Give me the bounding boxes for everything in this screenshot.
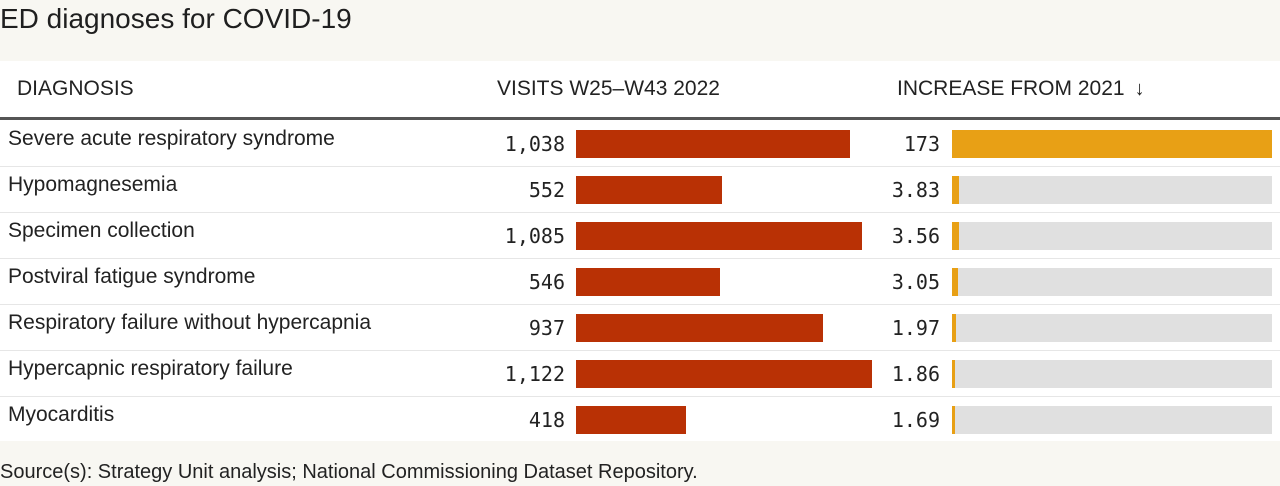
increase-bar [952,130,1272,158]
diagnoses-table: DIAGNOSIS VISITS W25–W43 2022 INCREASE F… [0,61,1280,441]
visits-bar-track [576,222,876,250]
visits-bar-track [576,176,876,204]
chart-title: ED diagnoses for COVID-19 [0,3,352,34]
diagnosis-label: Hypomagnesemia [8,173,178,196]
increase-bar-track [952,360,1272,388]
table-row: Postviral fatigue syndrome 546 3.05 [0,258,1280,305]
diagnosis-label: Hypercapnic respiratory failure [8,357,293,380]
increase-value: 3.83 [891,178,940,202]
increase-bar [952,176,960,204]
diagnosis-label: Specimen collection [8,219,195,242]
visits-bar-track [576,406,876,434]
visits-bar-track [576,314,876,342]
column-header-visits[interactable]: VISITS W25–W43 2022 [497,77,720,100]
visits-value: 1,122 [504,362,565,386]
column-header-increase[interactable]: INCREASE FROM 2021 ↓ [897,77,1145,101]
diagnosis-label: Postviral fatigue syndrome [8,265,256,288]
increase-bar [952,314,956,342]
source-note: Source(s): Strategy Unit analysis; Natio… [0,461,698,483]
diagnosis-label: Myocarditis [8,403,115,426]
increase-bar [952,268,958,296]
visits-bar-track [576,360,876,388]
table-row: Severe acute respiratory syndrome 1,038 17… [0,120,1280,167]
visits-bar [576,360,872,388]
table-row: Specimen collection 1,085 3.56 [0,212,1280,259]
visits-bar-track [576,130,876,158]
visits-value: 552 [528,178,565,202]
diagnosis-label: Respiratory failure without hypercapnia [8,311,372,334]
increase-value: 3.56 [891,224,940,248]
table-header: DIAGNOSIS VISITS W25–W43 2022 INCREASE F… [0,61,1280,120]
visits-bar [576,222,863,250]
visits-value: 1,085 [504,224,565,248]
visits-bar [576,130,850,158]
increase-bar [952,222,959,250]
visits-value: 418 [528,408,565,432]
table-row: Myocarditis 418 1.69 [0,396,1280,442]
increase-bar-track [952,268,1272,296]
increase-value: 3.05 [891,270,940,294]
increase-bar [952,360,956,388]
column-header-increase-label: INCREASE FROM 2021 [897,77,1125,100]
visits-value: 546 [528,270,565,294]
table-row: Hypercapnic respiratory failure 1,122 1.86 [0,350,1280,397]
visits-value: 937 [528,316,565,340]
increase-bar-track [952,314,1272,342]
increase-bar [952,406,956,434]
visits-bar-track [576,268,876,296]
increase-value: 1.86 [891,362,940,386]
increase-value: 1.97 [891,316,940,340]
visits-bar [576,176,722,204]
visits-bar [576,406,687,434]
column-header-diagnosis[interactable]: DIAGNOSIS [17,77,134,100]
increase-value: 1.69 [891,408,940,432]
table-row: Hypomagnesemia 552 3.83 [0,166,1280,213]
diagnosis-label: Severe acute respiratory syndrome [8,127,335,150]
sort-descending-icon[interactable]: ↓ [1134,78,1145,100]
visits-bar [576,314,824,342]
increase-bar-track [952,176,1272,204]
visits-value: 1,038 [504,132,565,156]
increase-bar-track [952,406,1272,434]
table-row: Respiratory failure without hypercapnia 9… [0,304,1280,351]
increase-bar-track [952,130,1272,158]
visits-bar [576,268,720,296]
increase-bar-track [952,222,1272,250]
increase-value: 173 [903,132,940,156]
